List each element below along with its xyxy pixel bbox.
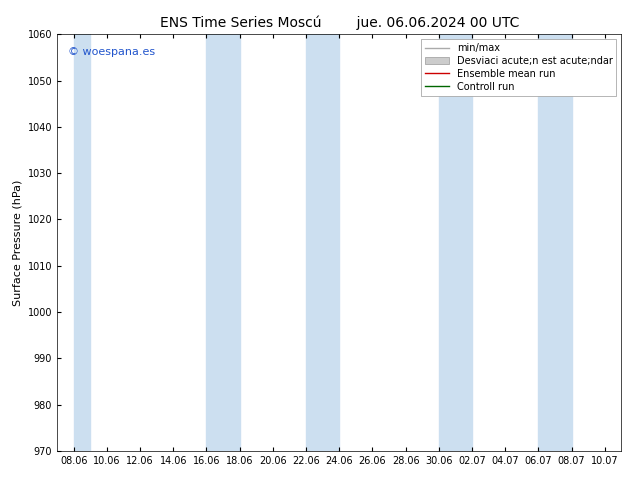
- Text: © woespana.es: © woespana.es: [68, 47, 155, 57]
- Bar: [306, 34, 339, 451]
- Bar: [74, 34, 90, 451]
- Bar: [207, 34, 240, 451]
- Title: ENS Time Series Moscú        jue. 06.06.2024 00 UTC: ENS Time Series Moscú jue. 06.06.2024 00…: [160, 16, 519, 30]
- Legend: min/max, Desviaci acute;n est acute;ndar, Ensemble mean run, Controll run: min/max, Desviaci acute;n est acute;ndar…: [421, 39, 616, 96]
- Bar: [538, 34, 571, 451]
- Y-axis label: Surface Pressure (hPa): Surface Pressure (hPa): [12, 179, 22, 306]
- Bar: [439, 34, 472, 451]
